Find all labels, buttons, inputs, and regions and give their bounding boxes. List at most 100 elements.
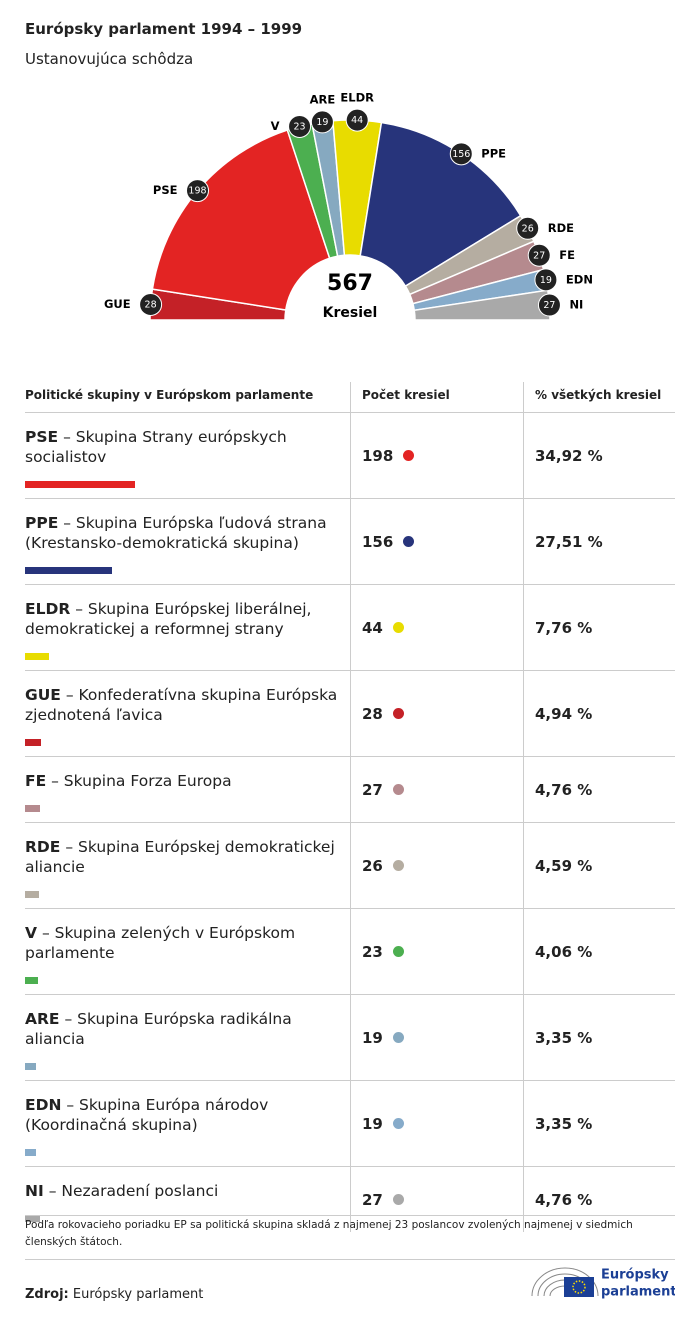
group-full-name: – Skupina Európskej demokratickej alianc… xyxy=(25,838,335,876)
header-cell: Politické skupiny v Európskom parlamente xyxy=(25,382,351,412)
percent: 4,76 % xyxy=(535,780,593,799)
group-cell: V – Skupina zelených v Európskom parlame… xyxy=(25,909,351,994)
segment-label: FE xyxy=(559,248,575,262)
seat-bar xyxy=(25,1215,40,1222)
table-row: FE – Skupina Forza Europa 27 4,76 % xyxy=(25,757,675,823)
seats-cell: 19 xyxy=(351,1081,524,1166)
percent: 4,76 % xyxy=(535,1190,593,1209)
source: Zdroj: Európsky parlament xyxy=(25,1287,203,1302)
group-full-name: – Skupina Európska ľudová strana (Kresta… xyxy=(25,514,327,552)
segment-label: EDN xyxy=(566,272,593,286)
percent-cell: 3,35 % xyxy=(524,995,675,1080)
value-label: 19 xyxy=(316,117,328,128)
group-abbr: PPE xyxy=(25,514,59,532)
badge xyxy=(186,179,210,203)
seats-cell: 27 xyxy=(351,1167,524,1232)
percent-cell: 4,94 % xyxy=(524,671,675,756)
group-full-name: – Skupina Forza Europa xyxy=(51,772,232,790)
value-label: 23 xyxy=(294,121,306,132)
group-abbr: ARE xyxy=(25,1010,60,1028)
group-full-name: – Skupina Strany európskych socialistov xyxy=(25,428,287,466)
group-name: ARE – Skupina Európska radikálna alianci… xyxy=(25,1009,340,1049)
percent-cell: 27,51 % xyxy=(524,499,675,584)
value-label: 19 xyxy=(540,275,552,286)
color-dot xyxy=(392,1118,404,1129)
group-abbr: ELDR xyxy=(25,600,71,618)
table-row: NI – Nezaradení poslanci 27 4,76 % xyxy=(25,1167,675,1232)
group-name: EDN – Skupina Európa národov (Koordinačn… xyxy=(25,1095,340,1135)
color-dot xyxy=(392,946,404,957)
group-full-name: – Skupina zelených v Európskom parlament… xyxy=(25,924,296,962)
seats-cell: 27 xyxy=(351,757,524,822)
seat-bar xyxy=(25,653,50,660)
seats-cell: 26 xyxy=(351,823,524,908)
table-row: RDE – Skupina Európskej demokratickej al… xyxy=(25,823,675,909)
segment-label: ARE xyxy=(310,92,336,106)
logo: Európsky parlament xyxy=(531,1268,675,1300)
segment xyxy=(151,129,331,311)
table-header: Politické skupiny v Európskom parlamente… xyxy=(25,382,675,413)
total-label: Kresiel xyxy=(323,305,378,321)
percent-cell: 4,76 % xyxy=(524,757,675,822)
value-label: 27 xyxy=(533,250,545,261)
color-dot xyxy=(392,622,404,633)
seats-cell: 19 xyxy=(351,995,524,1080)
percent: 4,59 % xyxy=(535,856,593,875)
segment xyxy=(359,121,522,288)
segment-label: V xyxy=(271,119,280,133)
group-full-name: – Skupina Európskej liberálnej, demokrat… xyxy=(25,600,312,638)
seats: 27 xyxy=(362,1190,383,1209)
badge xyxy=(345,108,369,132)
color-dot xyxy=(403,450,415,461)
value-label: 44 xyxy=(351,115,363,126)
color-dot xyxy=(392,784,404,795)
table-row: EDN – Skupina Európa národov (Koordinačn… xyxy=(25,1081,675,1167)
total: 567 xyxy=(327,271,373,296)
value-label: 26 xyxy=(522,223,534,234)
seat-bar xyxy=(25,481,135,488)
seats-cell: 23 xyxy=(351,909,524,994)
percent: 3,35 % xyxy=(535,1114,593,1133)
percent-cell: 4,59 % xyxy=(524,823,675,908)
group-full-name: – Skupina Európa národov (Koordinačná sk… xyxy=(25,1096,269,1134)
chart: GUE 28 PSE 198 V 23 ARE 19 ELDR 44 PPE 156 RDE 26 FE 27… xyxy=(104,91,593,321)
table-row: ARE – Skupina Európska radikálna alianci… xyxy=(25,995,675,1081)
group-name: V – Skupina zelených v Európskom parlame… xyxy=(25,923,340,963)
badge xyxy=(449,142,473,166)
percent-cell: 3,35 % xyxy=(524,1081,675,1166)
table-row: PSE – Skupina Strany európskych socialis… xyxy=(25,413,675,499)
value-label: 198 xyxy=(188,186,206,197)
percent: 4,06 % xyxy=(535,942,593,961)
subtitle: Ustanovujúca schôdza xyxy=(25,50,194,68)
seats-cell: 198 xyxy=(351,413,524,498)
color-dot xyxy=(392,1032,404,1043)
group-cell: GUE – Konfederatívna skupina Európska zj… xyxy=(25,671,351,756)
table-row: GUE – Konfederatívna skupina Európska zj… xyxy=(25,671,675,757)
percent-cell: 34,92 % xyxy=(524,413,675,498)
group-cell: NI – Nezaradení poslanci xyxy=(25,1167,351,1232)
badge xyxy=(288,114,312,138)
logo-flag xyxy=(564,1277,594,1297)
percent: 7,76 % xyxy=(535,618,593,637)
group-full-name: – Nezaradení poslanci xyxy=(48,1182,219,1200)
seat-bar xyxy=(25,739,41,746)
seat-bar xyxy=(25,1149,36,1156)
badge xyxy=(516,216,540,240)
group-cell: ELDR – Skupina Európskej liberálnej, dem… xyxy=(25,585,351,670)
logo-text: parlament xyxy=(601,1285,675,1300)
group-cell: PSE – Skupina Strany európskych socialis… xyxy=(25,413,351,498)
percent-cell: 4,76 % xyxy=(524,1167,675,1232)
header-cell: Počet kresiel xyxy=(351,382,524,412)
seats-cell: 156 xyxy=(351,499,524,584)
percent: 34,92 % xyxy=(535,446,603,465)
table-row: PPE – Skupina Európska ľudová strana (Kr… xyxy=(25,499,675,585)
source-label: Zdroj: xyxy=(25,1287,69,1302)
group-name: ELDR – Skupina Európskej liberálnej, dem… xyxy=(25,599,340,639)
color-dot xyxy=(403,536,415,547)
group-name: RDE – Skupina Európskej demokratickej al… xyxy=(25,837,340,877)
segment-label: PPE xyxy=(481,146,506,160)
logo-text: Európsky xyxy=(601,1268,669,1283)
color-dot xyxy=(392,860,404,871)
group-full-name: – Skupina Európska radikálna aliancia xyxy=(25,1010,292,1048)
group-name: PPE – Skupina Európska ľudová strana (Kr… xyxy=(25,513,340,553)
